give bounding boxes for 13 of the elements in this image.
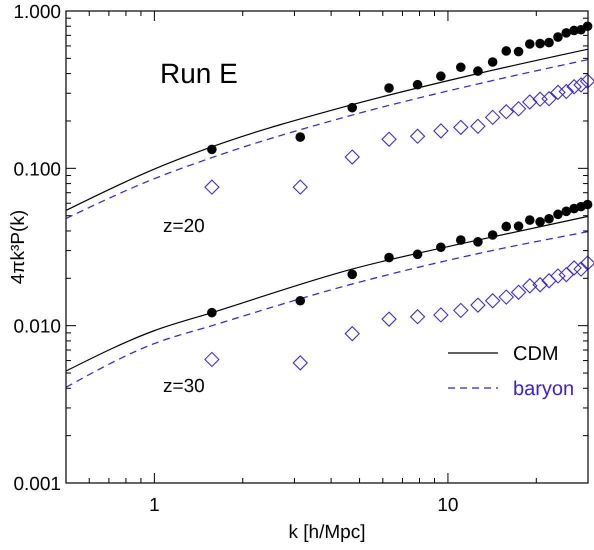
x-tick-label: 10 (437, 495, 459, 516)
y-tick-label: 0.001 (13, 474, 61, 495)
y-axis-title: 4πk³P(k) (8, 210, 29, 284)
x-axis-title: k [h/Mpc] (288, 522, 366, 543)
annotation: z=20 (163, 216, 205, 237)
legend-label: CDM (513, 343, 559, 365)
y-tick-label: 0.100 (13, 159, 61, 180)
annotation: z=30 (163, 376, 205, 397)
y-tick-label: 0.010 (13, 316, 61, 338)
annotation: Run E (160, 58, 238, 89)
legend-label: baryon (513, 378, 574, 400)
y-tick-label: 1.000 (13, 2, 61, 23)
x-tick-label: 1 (149, 495, 160, 516)
